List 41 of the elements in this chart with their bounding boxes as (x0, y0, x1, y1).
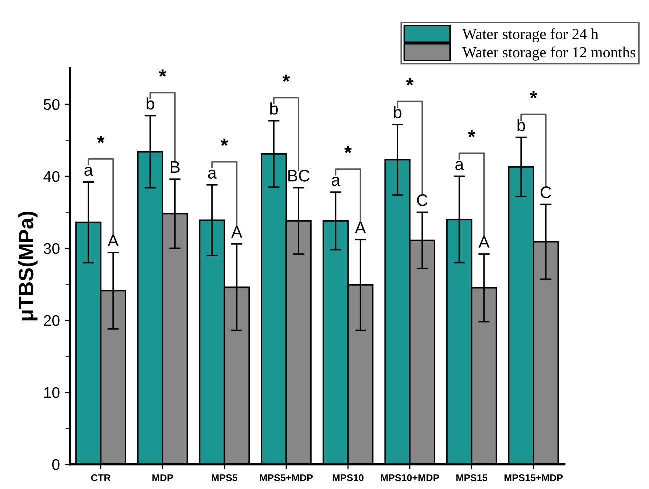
x-tick-label: CTR (91, 474, 111, 482)
legend-label: Water storage for 12 months (462, 46, 636, 61)
annotation: * (530, 91, 538, 99)
annotation: * (220, 138, 228, 146)
y-axis-title: μTBS(MPa) (18, 212, 38, 321)
y-tick-label: 0 (52, 459, 60, 470)
legend-label: Water storage for 24 h (462, 28, 599, 43)
y-tick-label: 50 (44, 99, 60, 110)
data-label: b (394, 106, 402, 118)
data-label: C (540, 186, 552, 198)
data-label: a (456, 161, 464, 170)
y-tick-label: 10 (44, 387, 60, 398)
x-tick-label: MPS15 (456, 474, 488, 482)
x-tick-label: MPS10 (332, 474, 364, 482)
data-label: A (478, 236, 490, 248)
data-label: a (84, 166, 94, 176)
data-label: A (355, 222, 366, 234)
x-tick-label: MDP (152, 474, 174, 482)
data-label: A (108, 235, 119, 246)
annotation: * (282, 74, 290, 82)
x-tick-label: MPS5+MDP (260, 474, 313, 482)
x-tick-label: MPS15+MDP (504, 474, 563, 482)
y-tick-label: 30 (44, 243, 60, 254)
data-label: A (231, 226, 243, 238)
data-label: a (332, 177, 341, 186)
data-label: b (518, 119, 526, 132)
data-label: BC (288, 170, 310, 182)
data-label: B (170, 162, 180, 174)
x-tick-label: MPS10+MDP (381, 474, 440, 482)
y-tick-label: 40 (44, 171, 60, 182)
x-tick-label: MPS5 (212, 474, 238, 482)
data-label: b (270, 102, 278, 115)
annotation: * (406, 78, 414, 86)
annotation: * (97, 136, 105, 144)
data-label: b (146, 98, 154, 110)
data-label: a (208, 170, 217, 179)
annotation: * (344, 146, 352, 154)
y-tick-label: 20 (44, 315, 60, 326)
annotation: * (159, 70, 167, 78)
annotation: * (468, 130, 476, 138)
data-label: C (417, 194, 428, 206)
